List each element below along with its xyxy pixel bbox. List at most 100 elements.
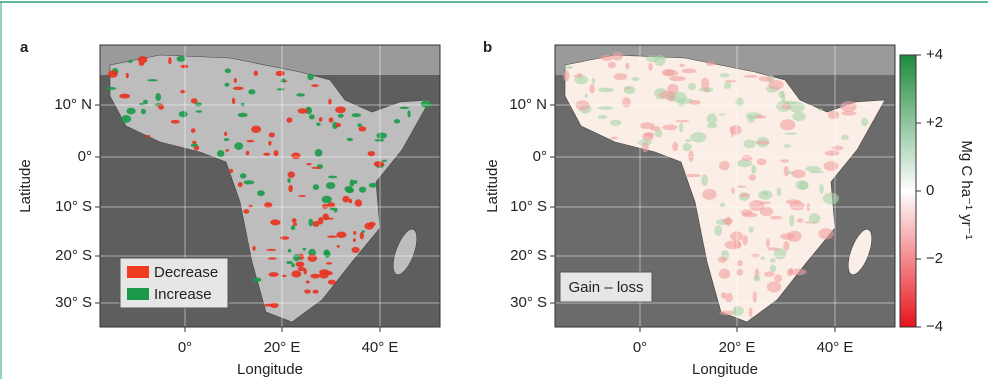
change-patch [719,269,731,279]
figure: a10° N0°10° S20° S30° S0°20° E40° ELongi… [0,0,988,379]
change-patch [328,99,331,105]
change-patch [309,114,315,119]
change-patch [749,307,753,317]
change-patch [191,98,198,103]
change-patch [640,122,655,129]
change-patch [707,113,717,124]
change-patch [303,248,306,251]
change-patch [358,126,366,131]
annotation: Gain – loss [568,279,643,296]
change-patch [192,141,196,144]
x-tick-label: 20° E [264,339,301,356]
change-patch [672,142,678,152]
change-patch [291,270,301,277]
change-patch [748,226,753,232]
change-patch [287,178,291,182]
change-patch [171,120,180,124]
change-patch [359,187,366,193]
change-patch [676,120,690,122]
change-patch [253,278,261,282]
change-patch [679,123,683,133]
change-patch [349,199,353,203]
change-patch [725,293,733,302]
change-patch [179,111,188,117]
change-patch [196,110,202,112]
change-patch [264,304,274,307]
change-patch [315,149,323,157]
colorbar-tick-label: −4 [926,318,943,335]
change-patch [296,93,305,96]
change-patch [610,120,621,126]
change-patch [168,57,171,64]
y-tick-label: 0° [533,148,547,165]
change-patch [126,73,129,79]
change-patch [764,271,775,276]
change-patch [564,66,573,69]
change-patch [328,280,336,285]
colorbar [900,55,916,327]
change-patch [702,189,716,200]
change-patch [725,240,742,249]
change-patch [233,87,244,90]
change-patch [328,176,337,179]
y-tick-label: 10° N [509,96,547,113]
panel-label: a [20,39,29,56]
change-patch [347,186,352,193]
y-axis-label: Latitude [17,159,34,212]
change-patch [326,182,336,189]
change-patch [701,174,708,186]
change-patch [244,180,255,184]
change-patch [286,117,292,122]
y-tick-label: 20° S [510,247,547,264]
change-patch [307,74,314,80]
change-patch [353,238,356,242]
change-patch [296,261,305,267]
change-patch [326,262,332,264]
change-patch [761,256,765,260]
panel-label: b [483,39,492,56]
change-patch [324,271,333,275]
change-patch [749,200,764,211]
change-patch [662,125,677,131]
change-patch [614,73,628,80]
change-patch [269,272,279,277]
x-axis-label: Longitude [237,361,303,378]
x-axis-label: Longitude [692,361,758,378]
change-patch [589,84,594,93]
change-patch [146,135,151,137]
change-patch [767,281,781,292]
change-patch [238,182,243,187]
change-patch [601,55,614,61]
change-patch [298,195,306,197]
change-patch [421,100,432,107]
change-patch [770,216,782,220]
change-patch [766,238,770,248]
change-patch [740,193,750,198]
legend-swatch [127,266,149,278]
change-patch [840,101,856,112]
change-patch [234,78,237,83]
change-patch [779,91,785,99]
change-patch [243,209,249,214]
change-patch [824,161,839,171]
y-tick-label: 10° S [55,198,92,215]
change-patch [770,265,776,273]
change-patch [276,71,285,76]
change-patch [313,184,319,190]
change-patch [701,78,709,90]
change-patch [690,132,706,142]
change-patch [790,201,805,210]
change-patch [841,135,849,141]
change-patch [644,132,655,137]
change-patch [598,115,608,119]
change-patch [353,180,357,184]
change-patch [337,245,340,248]
change-patch [382,160,387,162]
change-patch [353,231,356,235]
change-patch [662,69,674,76]
change-patch [246,151,250,156]
change-patch [266,249,276,251]
change-patch [791,170,805,178]
change-patch [268,257,277,259]
change-patch [689,100,701,105]
